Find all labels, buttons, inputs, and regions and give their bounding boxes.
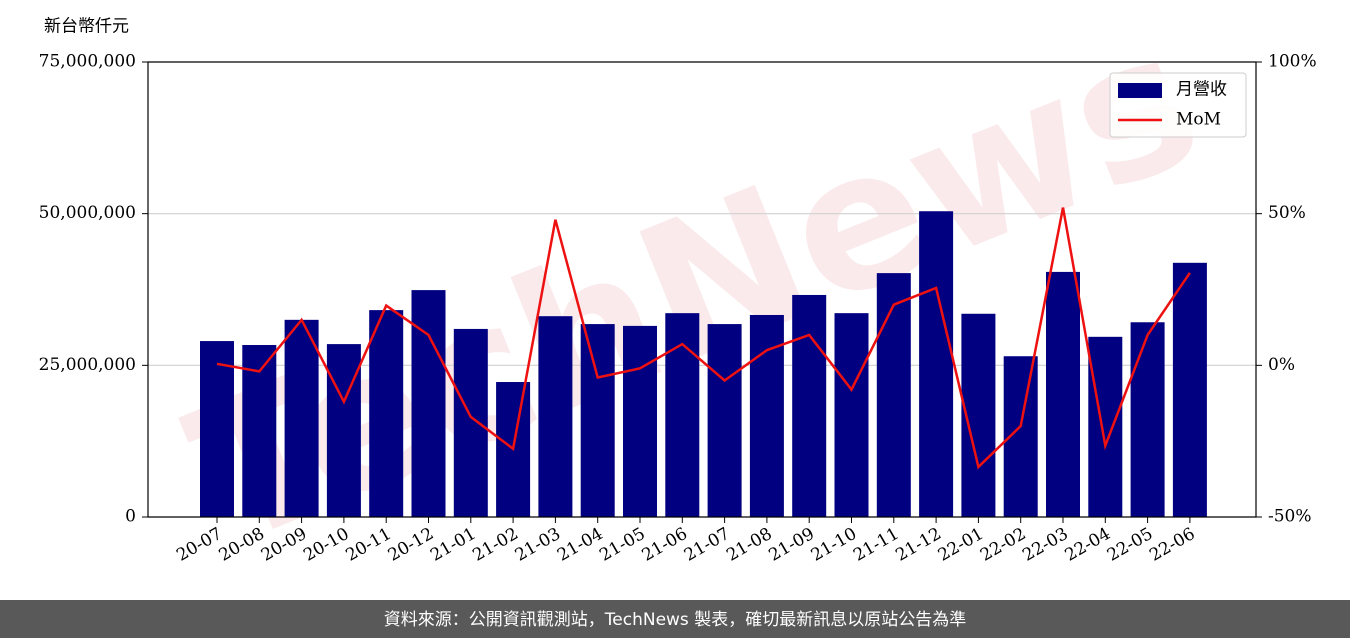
bar (834, 313, 869, 517)
bar (411, 290, 446, 517)
y2-tick-label: -50% (1268, 507, 1312, 527)
bar (792, 294, 827, 517)
bar (1130, 322, 1165, 517)
bar (369, 310, 404, 517)
bar (284, 319, 319, 517)
bar (749, 314, 784, 517)
bar (242, 345, 277, 517)
bar (665, 313, 700, 517)
legend-label: 月營收 (1176, 80, 1227, 100)
source-note: 資料來源：公開資訊觀測站，TechNews 製表，確切最新訊息以原站公告為準 (384, 610, 966, 630)
bar (623, 325, 657, 517)
y-tick-label: 75,000,000 (39, 52, 136, 72)
y2-tick-label: 0% (1268, 355, 1295, 375)
bar (1172, 262, 1207, 517)
bar (326, 344, 361, 517)
legend-swatch (1118, 83, 1162, 98)
bar (453, 328, 488, 517)
bar (707, 324, 742, 517)
y-axis-label: 新台幣仟元 (44, 17, 129, 37)
bar (200, 341, 234, 517)
bar (919, 211, 954, 518)
y2-tick-label: 100% (1268, 52, 1317, 72)
bar (580, 324, 615, 517)
bar (1046, 271, 1080, 517)
y-tick-label: 0 (125, 507, 136, 527)
bar (876, 273, 911, 517)
plot-frame (147, 61, 1257, 518)
bar (1088, 336, 1123, 517)
bar (538, 316, 573, 517)
footer-bar (0, 600, 1350, 638)
y-tick-label: 50,000,000 (39, 203, 136, 223)
y2-tick-label: 50% (1268, 203, 1306, 223)
line (216, 207, 1191, 470)
legend-label: MoM (1176, 110, 1221, 130)
y-tick-label: 25,000,000 (39, 355, 136, 375)
